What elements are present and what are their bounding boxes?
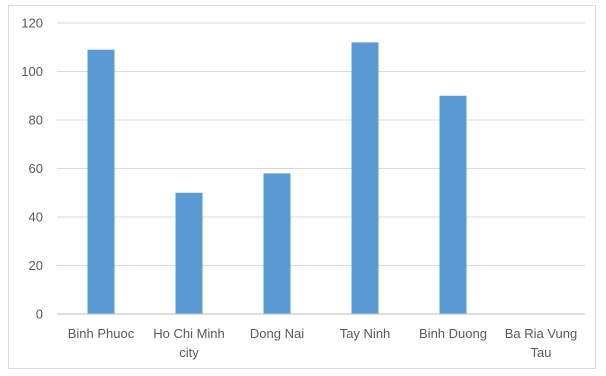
x-category-label: Tau — [531, 345, 552, 360]
y-tick-label: 80 — [29, 113, 43, 128]
y-tick-label: 40 — [29, 210, 43, 225]
x-axis-categories: Binh Phuoc Ho Chi Minh city Dong Nai Tay Nin… — [68, 326, 578, 360]
y-tick-label: 20 — [29, 258, 43, 273]
bar — [351, 42, 379, 315]
bars — [87, 42, 467, 315]
bar — [439, 95, 467, 314]
y-tick-label: 0 — [36, 307, 43, 322]
bar — [87, 49, 115, 315]
gridlines — [57, 22, 585, 266]
x-category-label: Ba Ria Vung — [505, 326, 578, 341]
y-tick-label: 60 — [29, 161, 43, 176]
y-axis-ticks: 0 20 40 60 80 100 120 — [21, 16, 43, 322]
x-category-label: Tay Ninh — [340, 326, 391, 341]
bar — [263, 173, 291, 314]
x-category-label: Ho Chi Minh — [153, 326, 225, 341]
x-category-label: Binh Duong — [419, 326, 487, 341]
bar — [175, 192, 203, 314]
y-tick-label: 100 — [21, 64, 43, 79]
x-category-label: Dong Nai — [250, 326, 304, 341]
x-category-label: Binh Phuoc — [68, 326, 135, 341]
x-category-label: city — [179, 345, 199, 360]
y-tick-label: 120 — [21, 16, 43, 31]
